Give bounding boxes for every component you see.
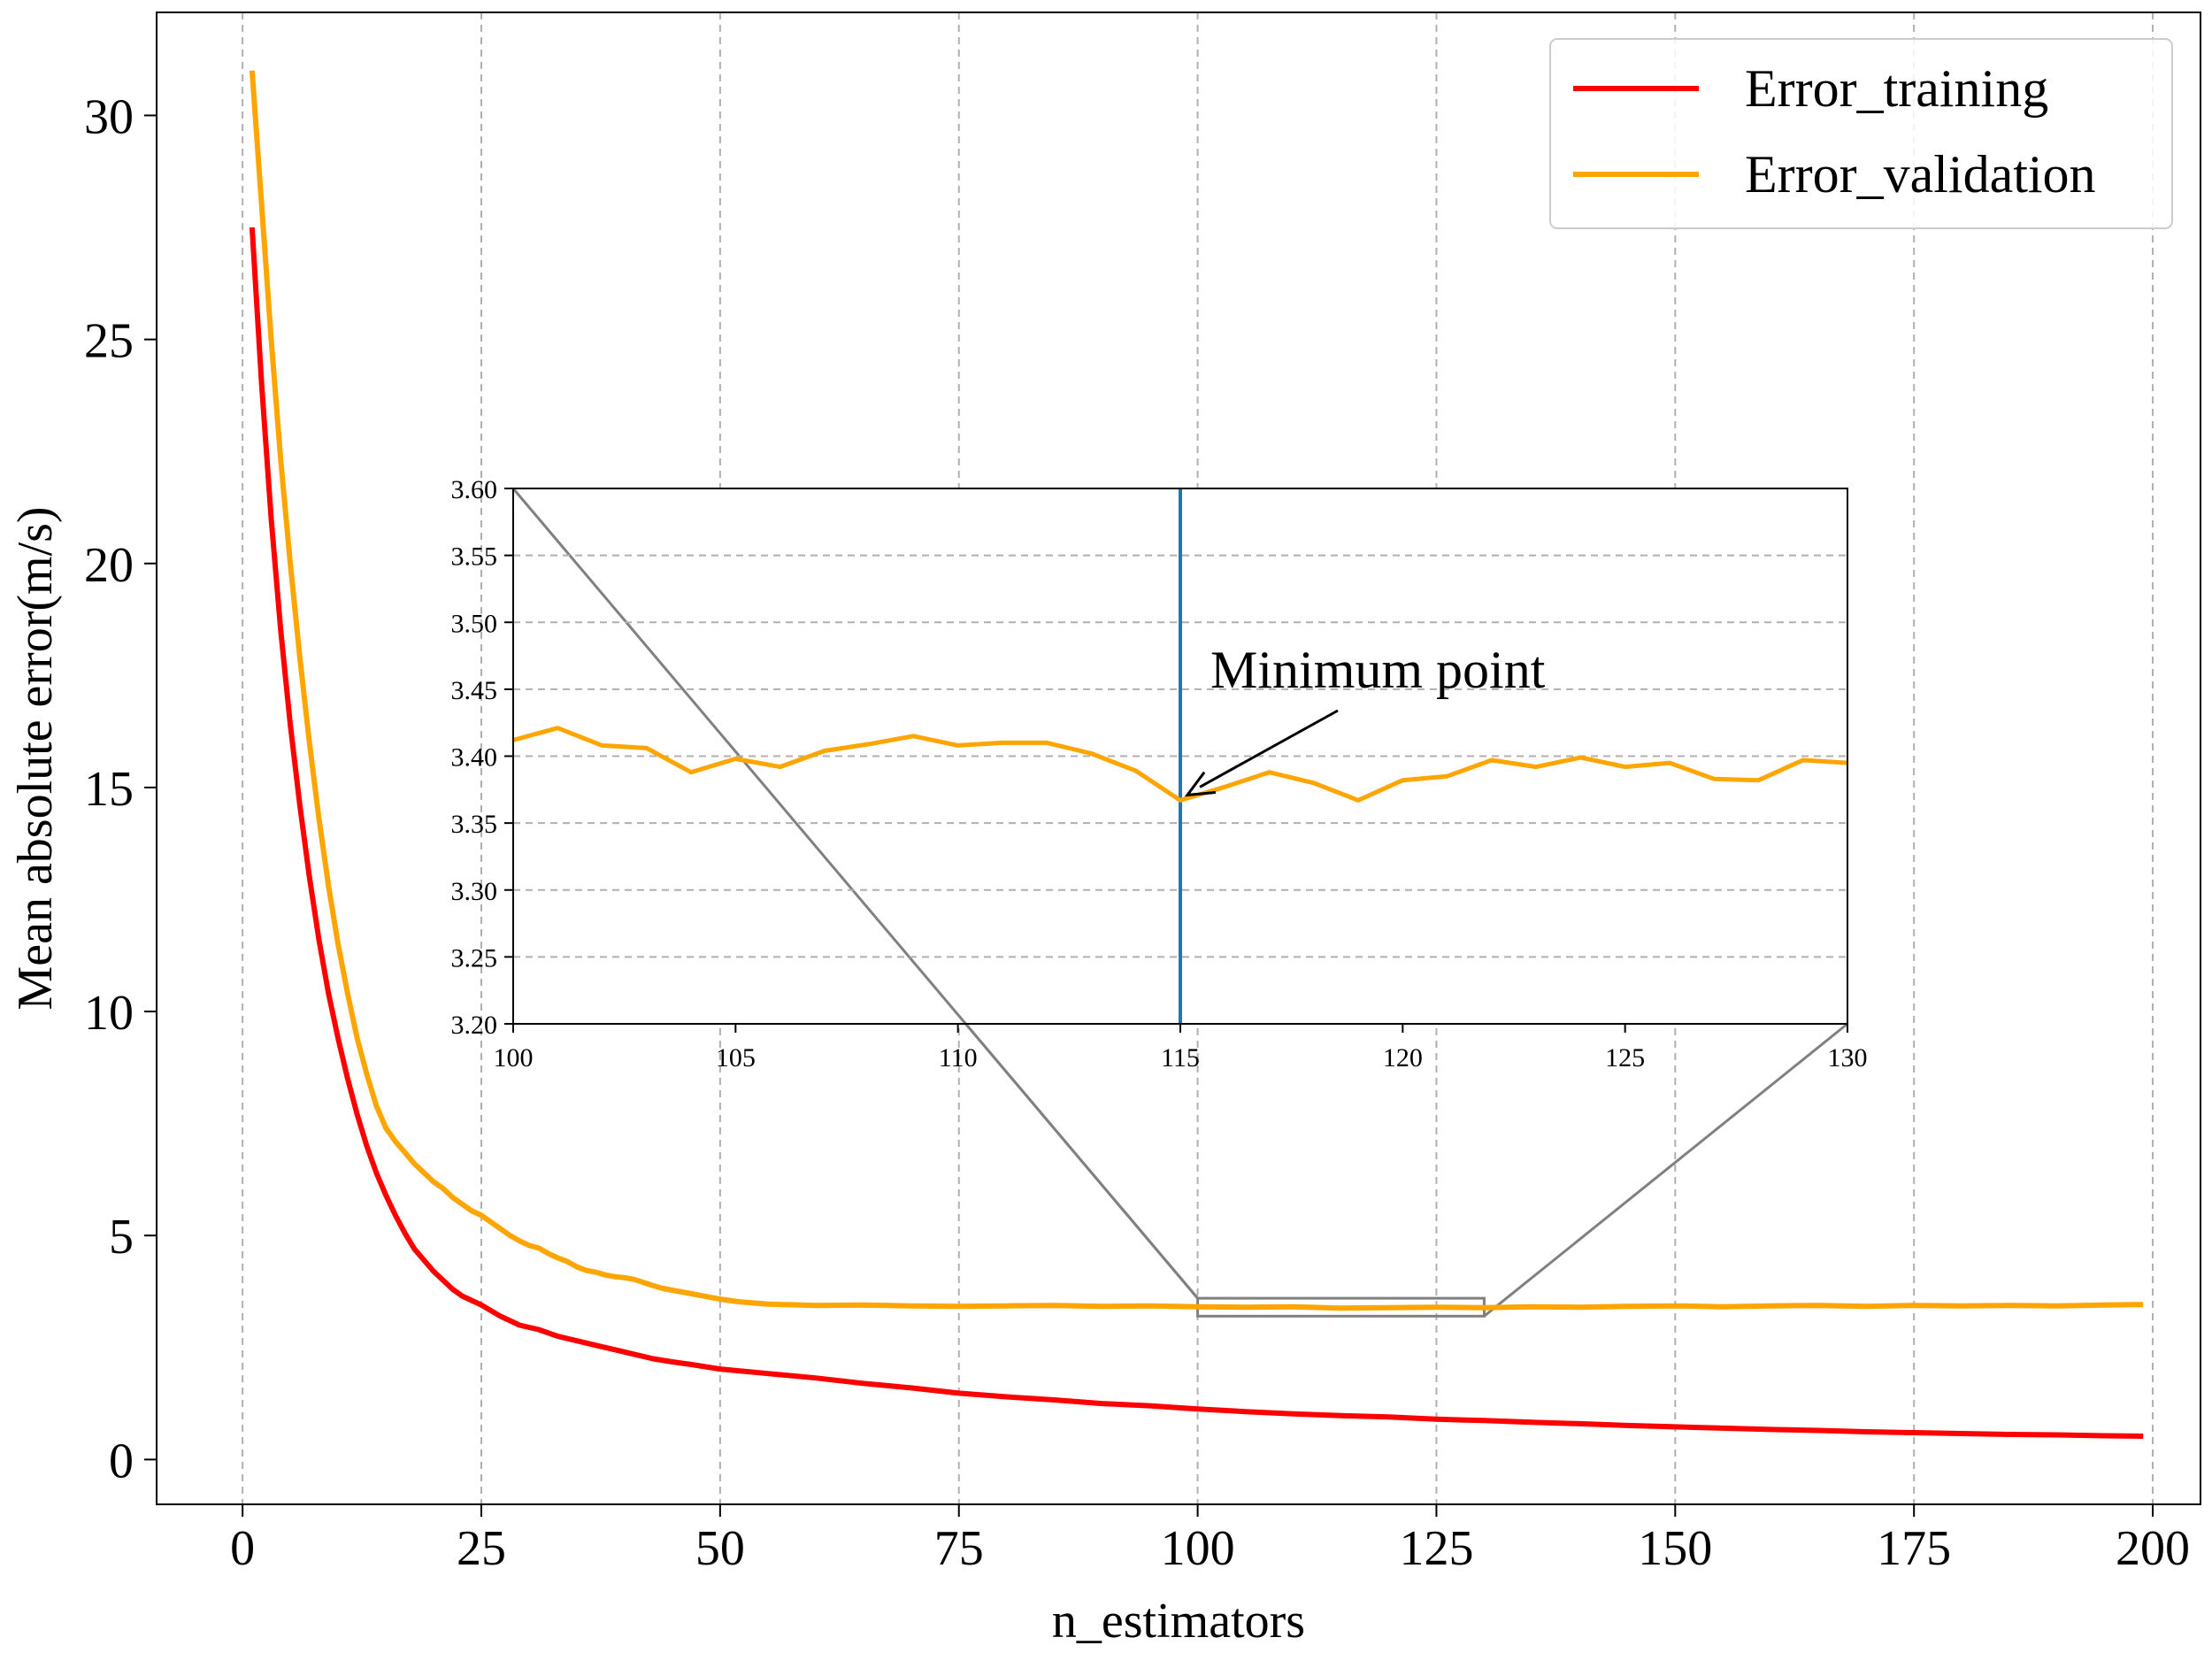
- annotation-label: Minimum point: [1210, 641, 1546, 699]
- plot-frame: [156, 12, 2201, 1505]
- y-axis: 0 5 10 15 20 25 30: [84, 89, 157, 1488]
- zoom-connector-line: [1483, 1022, 1848, 1318]
- x-tick-label: 0: [230, 1521, 255, 1576]
- inset-y-tick-label: 3.45: [451, 676, 498, 705]
- inset-series-line: [512, 726, 1848, 803]
- series-line-error-validation: [249, 70, 2144, 1311]
- x-tick-label: 150: [1638, 1521, 1712, 1576]
- zoom-connector-line: [511, 488, 1199, 1300]
- annotation-arrow-head: [1184, 771, 1217, 797]
- inset-x-tick-label: 100: [494, 1043, 534, 1073]
- inset-x-tick-label: 115: [1161, 1043, 1200, 1073]
- inset-x-tick-label: 110: [939, 1043, 978, 1073]
- legend-label: Error_validation: [1745, 145, 2096, 204]
- inset-y-tick-label: 3.25: [451, 943, 498, 973]
- inset-y-tick-label: 3.20: [451, 1011, 498, 1040]
- x-tick-label: 175: [1877, 1521, 1951, 1576]
- x-tick-label: 100: [1161, 1521, 1235, 1576]
- y-axis-label: Mean absolute error(m/s): [8, 506, 63, 1010]
- y-tick-label: 5: [109, 1210, 134, 1265]
- inset-x-tick-label: 120: [1383, 1043, 1423, 1073]
- main-series: [249, 70, 2144, 1439]
- y-tick-label: 15: [84, 762, 134, 817]
- inset-x-tick-label: 125: [1605, 1043, 1645, 1073]
- y-tick-label: 30: [84, 89, 134, 144]
- x-tick-label: 200: [2116, 1521, 2190, 1576]
- inset-y-tick-label: 3.55: [451, 542, 498, 572]
- x-axis-label: n_estimators: [1052, 1594, 1305, 1649]
- x-tick-label: 125: [1399, 1521, 1473, 1576]
- x-tick-label: 75: [934, 1521, 984, 1576]
- inset-x-tick-label: 105: [716, 1043, 756, 1073]
- series-line-error-training: [249, 227, 2144, 1439]
- legend-box: [1549, 38, 2173, 229]
- inset-y-tick-label: 3.30: [451, 877, 498, 906]
- legend: Error_training Error_validation: [1549, 38, 2173, 229]
- y-tick-label: 0: [109, 1434, 134, 1488]
- x-tick-label: 25: [457, 1521, 506, 1576]
- inset-y-tick-label: 3.60: [451, 475, 498, 504]
- legend-label: Error_training: [1745, 59, 2048, 118]
- x-tick-label: 50: [695, 1521, 745, 1576]
- inset-y-tick-label: 3.35: [451, 810, 498, 839]
- x-axis: 0 25 50 75 100 125 150 175 200: [230, 1504, 2190, 1576]
- y-tick-label: 20: [84, 538, 134, 593]
- y-tick-label: 25: [84, 314, 134, 369]
- inset-y-tick-label: 3.50: [451, 609, 498, 638]
- inset-frame: [512, 488, 1848, 1025]
- inset-y-tick-label: 3.40: [451, 743, 498, 773]
- y-tick-label: 10: [84, 986, 134, 1041]
- inset-plot: 3.20 3.25 3.30 3.35 3.40 3.45 3.50 3.55 3.60 100 1…: [451, 475, 1868, 1300]
- inset-x-tick-label: 130: [1828, 1043, 1868, 1073]
- annotation-arrow-shaft: [1199, 709, 1339, 788]
